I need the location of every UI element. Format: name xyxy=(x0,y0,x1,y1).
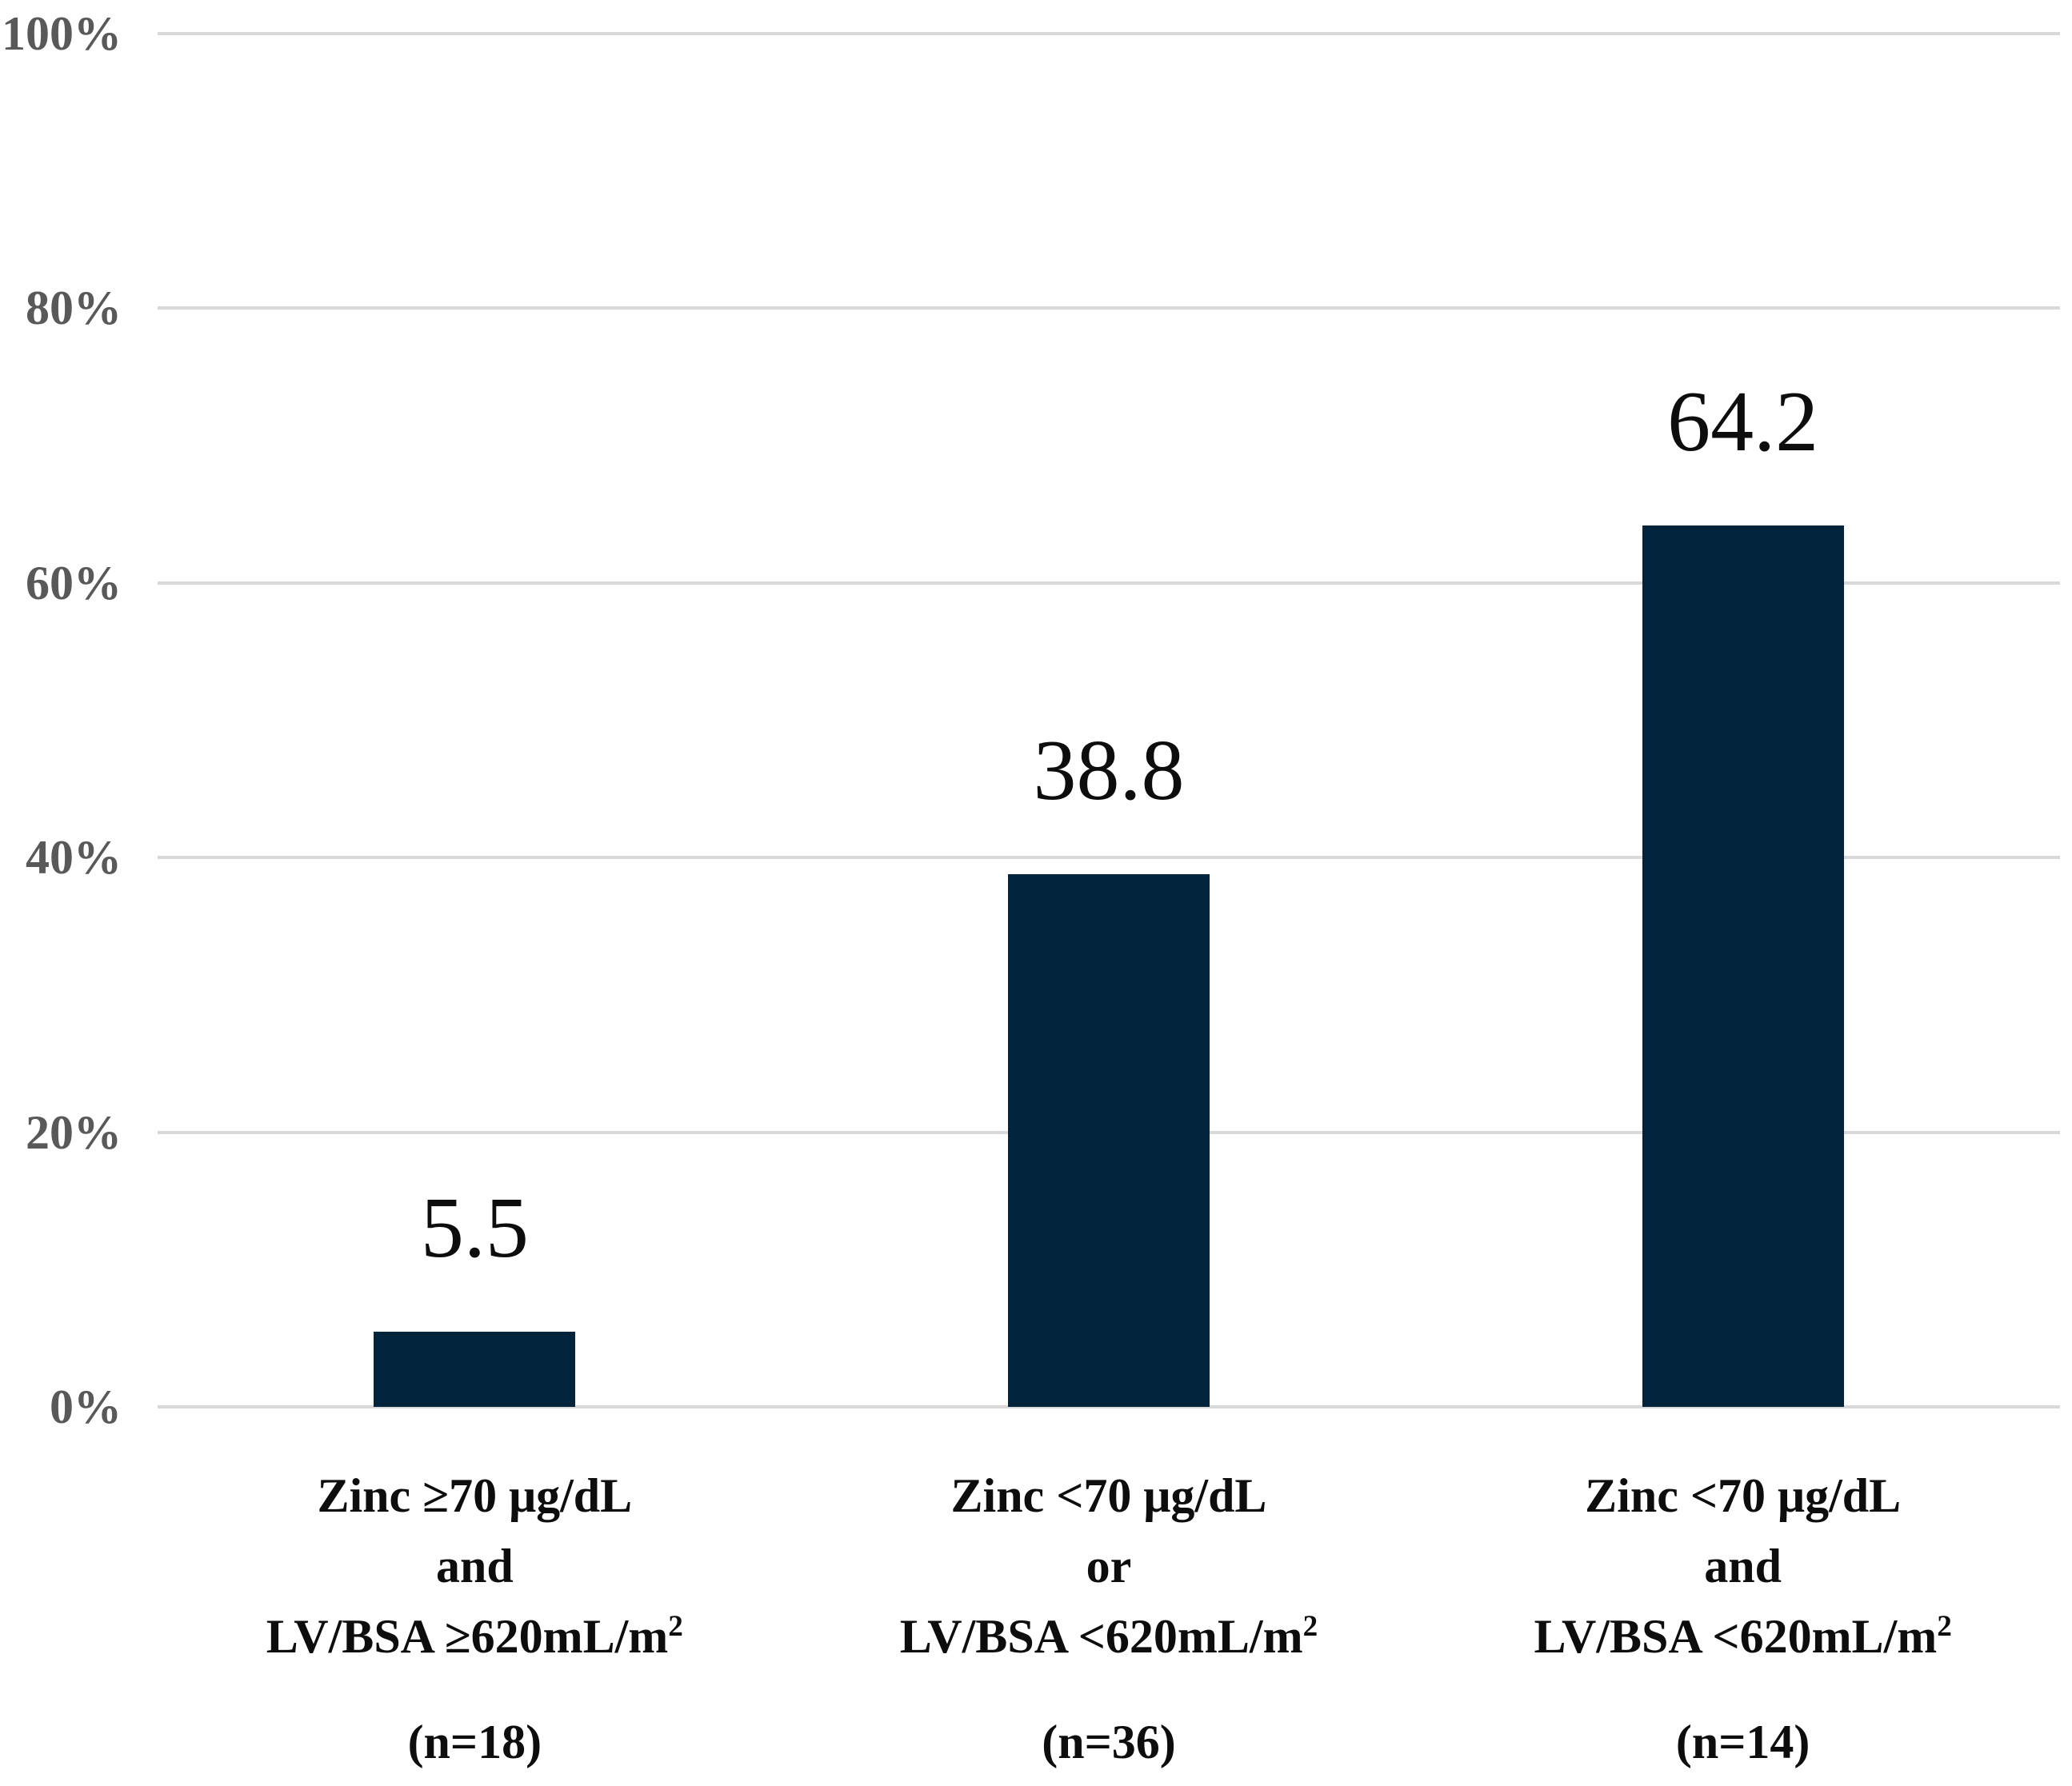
y-axis-tick-label: 0% xyxy=(50,1380,122,1433)
n-label-1: (n=18) xyxy=(407,1716,542,1768)
category-line-3: LV/BSA <620mL/m2 xyxy=(792,1601,1426,1672)
category-line-3: LV/BSA <620mL/m2 xyxy=(1426,1601,2060,1672)
category-line-3-superscript: 2 xyxy=(1302,1610,1318,1643)
category-line-2: or xyxy=(1086,1540,1132,1592)
gridline-80 xyxy=(158,306,2060,310)
y-axis-tick-label: 60% xyxy=(26,556,122,609)
gridline-60 xyxy=(158,581,2060,585)
bar-value-label-2: 38.8 xyxy=(1033,722,1185,818)
category-line-3: LV/BSA ≥620mL/m2 xyxy=(158,1601,792,1672)
gridline-40 xyxy=(158,856,2060,860)
category-line-2: and xyxy=(1704,1540,1782,1592)
category-label-3: Zinc <70 μg/dL and LV/BSA <620mL/m2 (n=14) xyxy=(1426,1460,2060,1777)
category-line-3-text: LV/BSA <620mL/m xyxy=(899,1610,1303,1663)
category-line-1: Zinc ≥70 μg/dL xyxy=(317,1469,633,1522)
gridline-100 xyxy=(158,32,2060,35)
category-line-1: Zinc <70 μg/dL xyxy=(1585,1469,1902,1522)
bar-1 xyxy=(374,1331,576,1407)
bar-value-label-3: 64.2 xyxy=(1667,374,1819,469)
y-axis-tick-label: 100% xyxy=(2,7,122,60)
category-line-2: and xyxy=(435,1540,514,1592)
y-axis-tick-label: 40% xyxy=(26,831,122,885)
category-line-3-text: LV/BSA <620mL/m xyxy=(1534,1610,1938,1663)
y-axis-tick-label: 20% xyxy=(26,1105,122,1159)
category-line-3-superscript: 2 xyxy=(668,1610,683,1643)
category-line-3-text: LV/BSA ≥620mL/m xyxy=(266,1610,669,1663)
n-label-2: (n=36) xyxy=(1042,1716,1176,1768)
bar-value-label-1: 5.5 xyxy=(420,1180,529,1276)
bar-3 xyxy=(1642,525,1844,1407)
category-line-1: Zinc <70 μg/dL xyxy=(950,1469,1267,1522)
category-label-2: Zinc <70 μg/dL or LV/BSA <620mL/m2 (n=36) xyxy=(792,1460,1426,1777)
n-label-3: (n=14) xyxy=(1675,1716,1810,1768)
bar-2 xyxy=(1008,873,1210,1407)
category-label-1: Zinc ≥70 μg/dL and LV/BSA ≥620mL/m2 (n=18) xyxy=(158,1460,792,1777)
y-axis-tick-label: 80% xyxy=(26,282,122,335)
gridline-0 xyxy=(158,1405,2060,1408)
category-line-3-superscript: 2 xyxy=(1937,1610,1952,1643)
